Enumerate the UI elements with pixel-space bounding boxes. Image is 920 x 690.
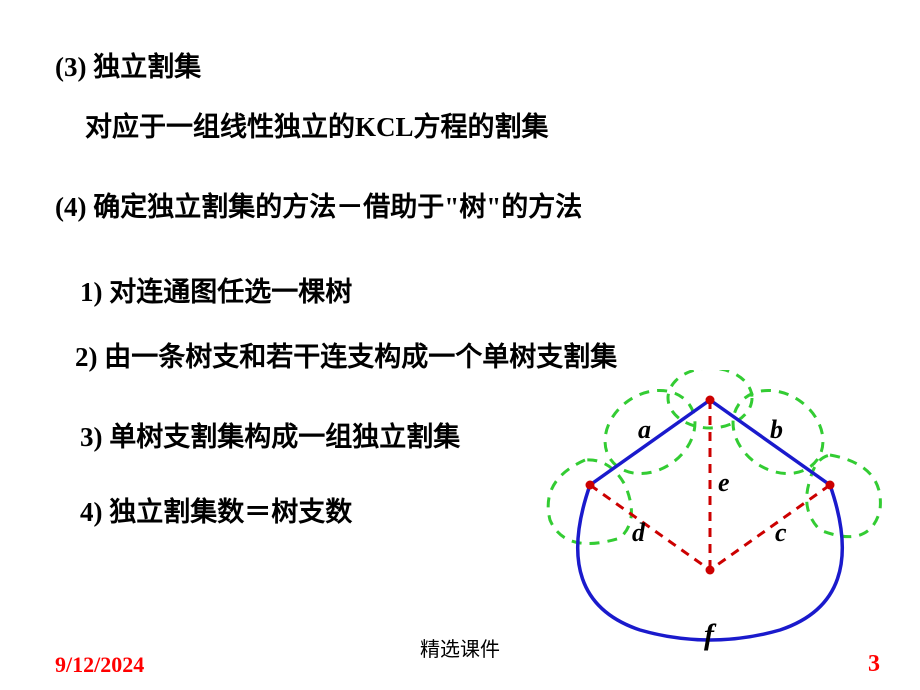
label-a: a xyxy=(638,415,651,445)
label-f: f xyxy=(704,618,714,652)
heading-4: (4) 确定独立割集的方法－借助于"树"的方法 xyxy=(55,185,582,224)
label-e: e xyxy=(718,468,730,498)
heading-3-sub: 对应于一组线性独立的KCL方程的割集 xyxy=(85,105,549,144)
label-b: b xyxy=(770,415,783,445)
step-2: 2) 由一条树支和若干连支构成一个单树支割集 xyxy=(75,335,617,374)
footer-page: 3 xyxy=(868,651,880,678)
diagram-svg xyxy=(490,370,890,650)
cutset-diagram: a b c d e f xyxy=(490,370,890,650)
step-4: 4) 独立割集数＝树支数 xyxy=(80,490,352,529)
cutset-loops xyxy=(548,370,880,544)
footer-date: 9/12/2024 xyxy=(55,652,144,678)
label-d: d xyxy=(632,518,645,548)
label-c: c xyxy=(775,518,787,548)
step-1: 1) 对连通图任选一棵树 xyxy=(80,270,352,309)
heading-3: (3) 独立割集 xyxy=(55,45,201,84)
footer-center: 精选课件 xyxy=(420,633,500,662)
link-edges xyxy=(590,400,830,570)
step-3: 3) 单树支割集构成一组独立割集 xyxy=(80,415,460,454)
